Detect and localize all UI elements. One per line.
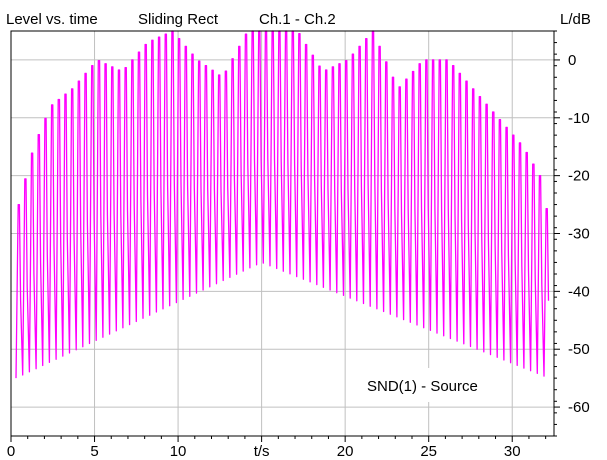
y-axis-unit: L/dB <box>560 11 591 28</box>
x-tick-label: 5 <box>90 443 98 460</box>
y-tick-label: -10 <box>568 110 590 127</box>
x-tick-label: 25 <box>420 443 437 460</box>
y-tick-labels: 0 -10 -20 -30 -40 -50 -60 <box>568 52 590 416</box>
x-tick-label: 10 <box>170 443 187 460</box>
y-tick-label: -20 <box>568 168 590 185</box>
x-tick-label: 0 <box>7 443 15 460</box>
annotation-background <box>360 368 500 402</box>
level-trace <box>15 30 550 379</box>
source-annotation: SND(1) - Source <box>367 378 478 395</box>
tick-marks <box>10 30 560 442</box>
y-tick-label: -30 <box>568 226 590 243</box>
x-tick-label: 20 <box>337 443 354 460</box>
level-trace-line <box>15 30 550 379</box>
header-mode: Level vs. time <box>6 11 98 28</box>
y-tick-label: -40 <box>568 283 590 300</box>
x-tick-label: t/s <box>254 443 270 460</box>
header-window: Sliding Rect <box>138 11 219 28</box>
y-tick-label: 0 <box>568 52 576 69</box>
y-tick-label: -60 <box>568 399 590 416</box>
x-tick-labels: 0 5 10 t/s 20 25 30 <box>7 443 521 460</box>
y-tick-label: -50 <box>568 341 590 358</box>
header-channels: Ch.1 - Ch.2 <box>259 11 336 28</box>
x-tick-label: 30 <box>504 443 521 460</box>
